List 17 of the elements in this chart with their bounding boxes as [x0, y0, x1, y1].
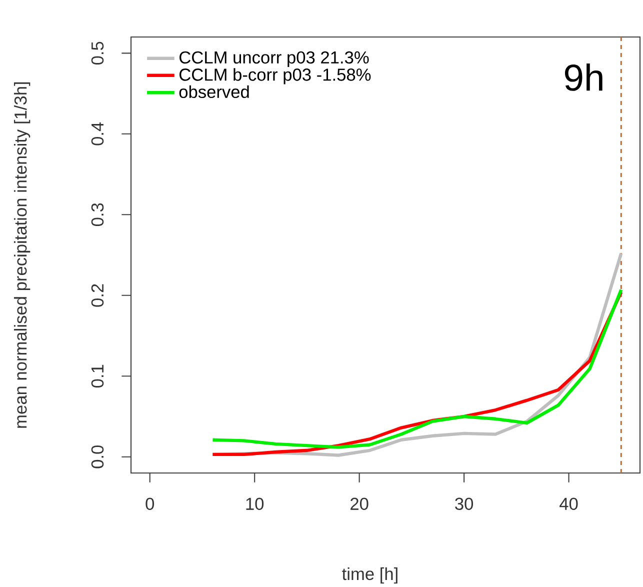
legend-label: CCLM b-corr p03 -1.58% [180, 68, 371, 84]
y-tick-label: 0.2 [91, 284, 104, 307]
annotation: 9h [564, 64, 602, 91]
x-tick-label: 40 [560, 498, 578, 510]
y-tick-label: 0.4 [91, 122, 104, 146]
y-axis-title: mean normalised precipitation intensity [1/3h] [14, 82, 30, 428]
x-tick-label: 30 [455, 498, 474, 510]
legend-label: observed [179, 85, 249, 98]
y-tick-label: 0.0 [91, 445, 104, 468]
y-tick-label: 0.1 [91, 364, 104, 388]
y-tick-label: 0.3 [91, 203, 104, 226]
x-tick-label: 10 [246, 498, 264, 510]
x-tick-label: 0 [146, 498, 154, 510]
y-tick-label: 0.5 [91, 42, 104, 65]
x-axis-title: time [h] [342, 567, 398, 584]
legend-label: CCLM uncorr p03 21.3% [180, 51, 369, 68]
x-tick-label: 20 [350, 498, 368, 510]
